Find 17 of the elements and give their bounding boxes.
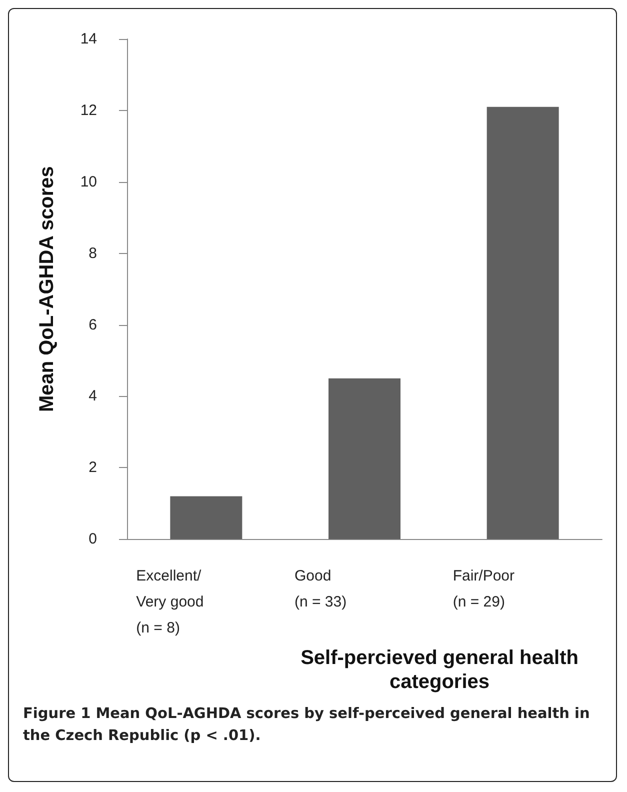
x-axis-title: Self-percieved general health categories	[300, 647, 578, 693]
x-tick-label: Good (n = 33)	[294, 568, 347, 611]
y-tick-label: 6	[88, 316, 97, 334]
y-axis-title: Mean QoL-AGHDA scores	[36, 166, 58, 412]
y-tick-label: 12	[80, 102, 97, 119]
y-tick-label: 4	[88, 388, 97, 405]
bar	[486, 106, 559, 540]
y-tick-label: 2	[88, 459, 97, 476]
bar	[170, 496, 242, 540]
x-tick-label: Fair/Poor (n = 29)	[452, 568, 515, 611]
y-tick-label: 10	[80, 173, 97, 190]
caption: Figure 1 Mean QoL-AGHDA scores by self-perceived general health in the Czech Republic (p < .01).	[22, 705, 591, 746]
x-tick-label: Excellent/ Very good (n = 8)	[136, 568, 204, 637]
y-tick-label: 8	[88, 244, 97, 262]
y-tick-label: 0	[88, 530, 97, 548]
y-tick-label: 14	[80, 30, 97, 48]
bar	[328, 378, 400, 540]
